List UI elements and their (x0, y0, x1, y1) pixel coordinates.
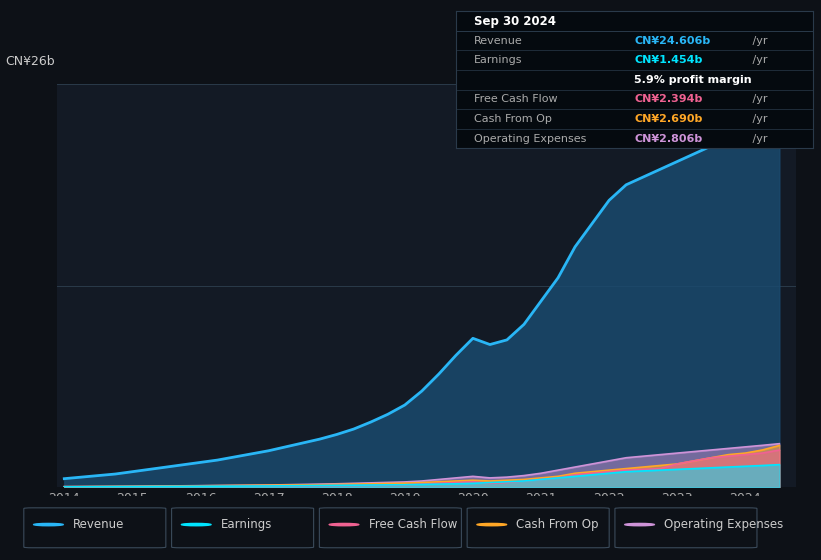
Text: CN¥24.606b: CN¥24.606b (635, 36, 710, 45)
Circle shape (477, 524, 507, 526)
Text: CN¥26b: CN¥26b (6, 55, 55, 68)
Text: CN¥2.394b: CN¥2.394b (635, 95, 703, 104)
Text: Cash From Op: Cash From Op (516, 518, 599, 531)
Text: Free Cash Flow: Free Cash Flow (369, 518, 457, 531)
Text: /yr: /yr (749, 36, 767, 45)
Text: Operating Expenses: Operating Expenses (474, 134, 586, 143)
Text: 5.9% profit margin: 5.9% profit margin (635, 75, 752, 85)
Text: CN¥2.806b: CN¥2.806b (635, 134, 703, 143)
Text: Cash From Op: Cash From Op (474, 114, 552, 124)
Text: Free Cash Flow: Free Cash Flow (474, 95, 557, 104)
Text: CN¥1.454b: CN¥1.454b (635, 55, 703, 65)
Text: CN¥0: CN¥0 (6, 515, 39, 529)
Text: /yr: /yr (749, 114, 767, 124)
Text: /yr: /yr (749, 95, 767, 104)
Text: Operating Expenses: Operating Expenses (664, 518, 783, 531)
Text: Earnings: Earnings (221, 518, 273, 531)
Circle shape (329, 524, 359, 526)
Circle shape (34, 524, 63, 526)
Text: Sep 30 2024: Sep 30 2024 (474, 15, 556, 27)
Text: /yr: /yr (749, 55, 767, 65)
Circle shape (625, 524, 654, 526)
Circle shape (181, 524, 211, 526)
Text: Revenue: Revenue (474, 36, 522, 45)
Text: CN¥2.690b: CN¥2.690b (635, 114, 703, 124)
Text: /yr: /yr (749, 134, 767, 143)
Text: Earnings: Earnings (474, 55, 522, 65)
Text: Revenue: Revenue (73, 518, 125, 531)
